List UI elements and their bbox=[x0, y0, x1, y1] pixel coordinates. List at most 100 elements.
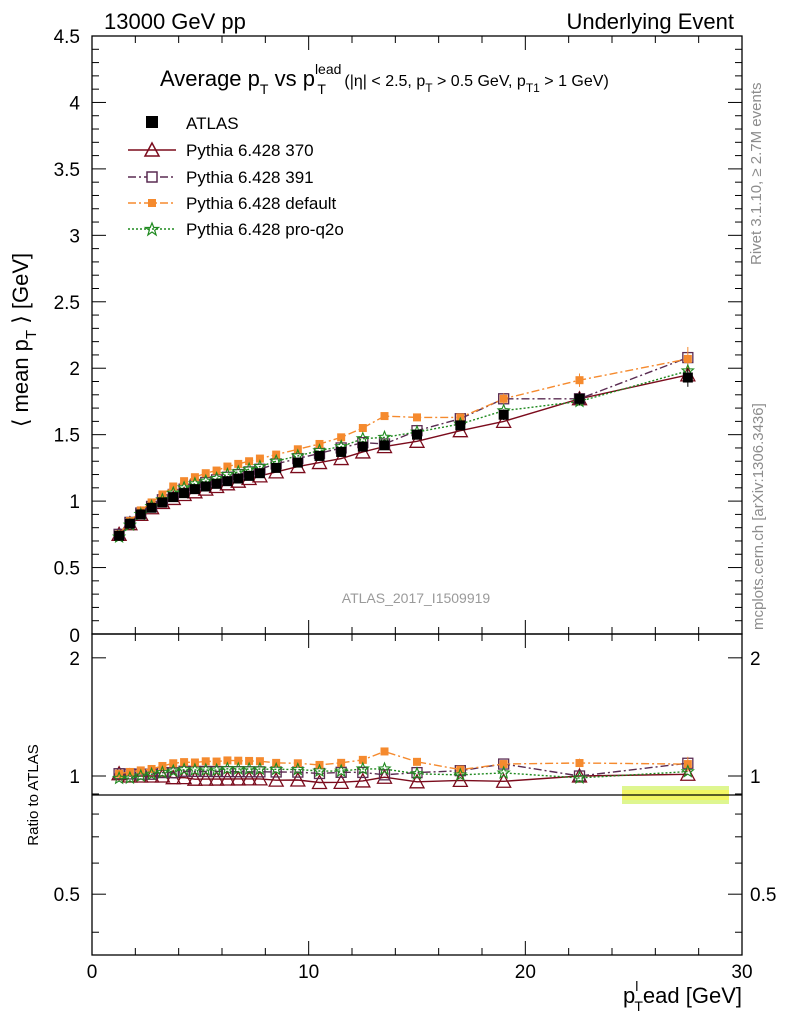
point-default bbox=[212, 757, 221, 766]
point-default bbox=[337, 433, 346, 442]
legend-label-atlas: ATLAS bbox=[186, 114, 239, 133]
y-tick-label: 3 bbox=[69, 226, 80, 247]
point-default bbox=[683, 760, 692, 769]
point-391 bbox=[378, 769, 391, 781]
point-q2o bbox=[680, 764, 695, 778]
point-q2o bbox=[312, 763, 327, 777]
point-q2o bbox=[209, 762, 224, 777]
point-370 bbox=[311, 454, 328, 470]
analysis-watermark: ATLAS_2017_I1509919 bbox=[342, 590, 491, 606]
point-q2o bbox=[409, 766, 425, 780]
series-line bbox=[118, 356, 689, 535]
point-370 bbox=[311, 774, 328, 790]
point-q2o bbox=[377, 761, 392, 775]
series-line bbox=[118, 370, 688, 538]
series-0 bbox=[114, 368, 693, 541]
point-391 bbox=[210, 765, 223, 778]
ratio-series-4 bbox=[111, 761, 695, 785]
series-2 bbox=[113, 351, 694, 540]
point-q2o bbox=[122, 770, 138, 785]
point-atlas bbox=[314, 450, 325, 461]
point-default bbox=[413, 413, 421, 422]
y-tick-label: 0.5 bbox=[54, 559, 80, 580]
y-tick-label: 1 bbox=[69, 492, 80, 513]
point-370 bbox=[175, 769, 193, 785]
point-default bbox=[201, 757, 210, 766]
point-default bbox=[245, 756, 254, 765]
point-370 bbox=[251, 770, 269, 786]
point-atlas bbox=[574, 393, 585, 404]
point-370 bbox=[219, 770, 236, 786]
ratio-series-line bbox=[118, 773, 688, 784]
y-axis-label-main: ⟨ mean pT ⟩ [GeV] bbox=[8, 253, 40, 427]
legend-marker-default bbox=[148, 199, 156, 207]
point-default bbox=[255, 454, 264, 463]
legend-marker-q2o bbox=[143, 221, 161, 237]
point-q2o bbox=[572, 770, 587, 785]
point-default bbox=[169, 759, 178, 768]
point-391 bbox=[113, 768, 125, 780]
point-atlas bbox=[357, 441, 368, 452]
series-3 bbox=[115, 346, 692, 539]
point-370 bbox=[208, 770, 225, 786]
y-tick-label: 3.5 bbox=[54, 160, 80, 181]
x-tick-label: 10 bbox=[298, 962, 319, 983]
point-default bbox=[201, 469, 210, 478]
point-default bbox=[575, 376, 584, 385]
point-atlas bbox=[222, 476, 233, 487]
legend-marker-370 bbox=[143, 141, 161, 157]
point-atlas bbox=[455, 420, 466, 431]
point-391 bbox=[232, 766, 244, 778]
point-default bbox=[212, 466, 221, 475]
legend-marker-391 bbox=[146, 171, 158, 183]
point-default bbox=[180, 758, 189, 767]
y-tick-label-zero: 0 bbox=[69, 626, 80, 647]
series-line bbox=[118, 374, 688, 535]
point-q2o bbox=[377, 429, 392, 444]
point-atlas bbox=[244, 470, 255, 481]
point-default bbox=[380, 747, 389, 756]
point-atlas bbox=[124, 518, 135, 529]
point-370 bbox=[354, 772, 371, 788]
ratio-tick-label-right: 1 bbox=[750, 767, 761, 788]
point-q2o bbox=[198, 762, 213, 777]
point-default bbox=[499, 394, 508, 403]
legend: ATLAS Pythia 6.428 370 Pythia 6.428 391 … bbox=[128, 114, 344, 239]
ratio-tick-label-right: 2 bbox=[750, 649, 761, 670]
rivet-version-label: Rivet 3.1.10, ≥ 2.7M events bbox=[748, 83, 765, 266]
point-atlas bbox=[114, 530, 125, 541]
point-q2o bbox=[133, 768, 148, 783]
point-atlas bbox=[200, 481, 211, 492]
point-370 bbox=[230, 770, 247, 786]
point-atlas bbox=[271, 462, 282, 473]
legend-label-default: Pythia 6.428 default bbox=[186, 194, 337, 213]
point-default bbox=[245, 457, 254, 466]
y-tick-labels: 0.5 1 1.5 2 2.5 3 3.5 4 4.5 bbox=[54, 27, 81, 580]
point-391 bbox=[270, 766, 282, 778]
point-atlas bbox=[336, 446, 347, 457]
series-line bbox=[118, 358, 688, 535]
point-370 bbox=[333, 773, 350, 789]
point-q2o bbox=[111, 770, 127, 785]
point-391 bbox=[167, 767, 179, 779]
point-370 bbox=[679, 765, 696, 781]
ratio-series bbox=[110, 747, 696, 790]
x-tick-label: 20 bbox=[515, 962, 536, 983]
point-default bbox=[223, 462, 232, 471]
point-370 bbox=[240, 770, 258, 786]
y-tick-label: 4 bbox=[69, 93, 80, 114]
point-default bbox=[234, 756, 243, 765]
point-atlas bbox=[135, 509, 146, 520]
point-default bbox=[147, 498, 156, 507]
point-370 bbox=[376, 768, 393, 784]
point-391 bbox=[221, 765, 234, 778]
point-q2o bbox=[355, 431, 370, 445]
x-tick-labels: 0 10 20 30 bbox=[87, 962, 753, 983]
point-391 bbox=[178, 765, 190, 777]
point-default bbox=[223, 756, 232, 765]
point-default bbox=[499, 760, 508, 769]
point-370 bbox=[186, 770, 204, 786]
point-370 bbox=[408, 432, 426, 448]
point-391 bbox=[243, 766, 255, 778]
